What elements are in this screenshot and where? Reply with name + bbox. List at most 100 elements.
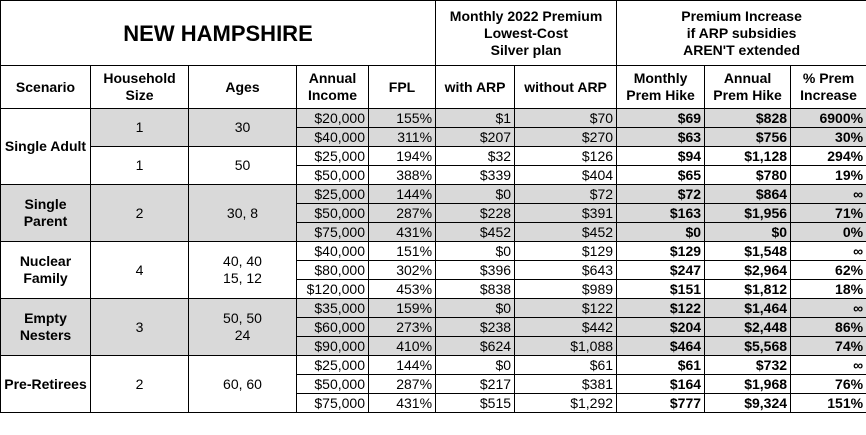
cell: 19% [790,165,866,185]
cell: $94 [616,146,706,166]
data-row: Nuclear Family 4 40, 40 15, 12 $40,000 151% $… [0,241,866,299]
cell: $35,000 [296,298,369,318]
cell: $1 [435,108,516,128]
household-size: 4 [90,241,189,299]
cell: 311% [367,127,437,147]
cell: 194% [367,146,437,166]
column-header: FPL [367,65,437,109]
cell: $65 [616,165,706,185]
cell: $1,956 [704,203,792,223]
cell: 151% [367,241,437,261]
cell: $80,000 [296,260,369,280]
cell: $25,000 [296,184,369,204]
data-row: $75,000 431% $515 $1,292 $777 $9,324 151% [1,393,866,413]
cell: $452 [514,222,618,242]
cell: $404 [514,165,618,185]
cell: $643 [514,260,618,280]
column-header: Annual Income [296,65,369,109]
data-row: 1 50 $25,000 194% $32 $126 $94 $1,128 294% [1,146,866,185]
premium-table: NEW HAMPSHIRE Monthly 2022 Premium Lowest… [0,0,866,413]
cell: 6900% [790,108,866,128]
ages: 50, 50 24 [188,298,297,356]
cell: $1,548 [704,241,792,261]
cell: $126 [514,146,618,166]
cell: $2,964 [704,260,792,280]
cell: $339 [435,165,516,185]
household-size: 2 [90,184,189,242]
cell: $61 [616,355,706,375]
cell: $756 [704,127,792,147]
cell: 431% [367,222,437,242]
cell: $9,324 [704,393,792,413]
cell: 302% [367,260,437,280]
ages: 40, 40 15, 12 [188,241,297,299]
cell: $69 [616,108,706,128]
scenario: Single Adult [0,108,91,185]
data-row: Empty Nesters 3 50, 50 24 $35,000 159% $0 $122… [0,298,866,356]
cell: $129 [514,241,618,261]
cell: $381 [514,374,618,394]
household-size: 1 [90,146,189,185]
cell: 287% [367,374,437,394]
column-header: Household Size [90,65,189,109]
cell: $1,464 [704,298,792,318]
cell: $442 [514,317,618,337]
ages: 30 [188,108,297,147]
cell: $0 [435,241,516,261]
cell: $732 [704,355,792,375]
cell: $1,128 [704,146,792,166]
cell: $50,000 [296,165,369,185]
cell: 76% [790,374,866,394]
cell: $0 [435,355,516,375]
cell: $515 [435,393,516,413]
header-group: Premium Increase if ARP subsidies AREN'T… [616,0,866,66]
cell: $391 [514,203,618,223]
cell: 287% [367,203,437,223]
cell: 410% [367,336,437,356]
column-header: % Prem Increase [790,65,866,109]
cell: 71% [790,203,866,223]
cell: 30% [790,127,866,147]
ages: 30, 8 [188,184,297,242]
cell: $1,292 [514,393,618,413]
data-row: $60,000 273% $238 $442 $204 $2,448 86% [1,317,866,337]
cell: 294% [790,146,866,166]
cell: $864 [704,184,792,204]
cell: ∞ [790,298,866,318]
column-header: without ARP [514,65,618,109]
cell: 62% [790,260,866,280]
cell: 144% [367,355,437,375]
cell: $838 [435,279,516,299]
cell: ∞ [790,355,866,375]
ages: 50 [188,146,297,185]
column-header: Annual Prem Hike [704,65,792,109]
cell: $63 [616,127,706,147]
cell: $32 [435,146,516,166]
cell: $20,000 [296,108,369,128]
cell: ∞ [790,241,866,261]
cell: 144% [367,184,437,204]
cell: $5,568 [704,336,792,356]
cell: 18% [790,279,866,299]
cell: 86% [790,317,866,337]
household-size: 2 [90,355,189,413]
cell: $164 [616,374,706,394]
cell: $72 [616,184,706,204]
cell: $0 [435,184,516,204]
cell: $2,448 [704,317,792,337]
cell: $75,000 [296,222,369,242]
scenario: Nuclear Family [0,241,91,299]
data-row: $80,000 302% $396 $643 $247 $2,964 62% [1,260,866,280]
household-size: 1 [90,108,189,147]
cell: $129 [616,241,706,261]
cell: $50,000 [296,203,369,223]
cell: $151 [616,279,706,299]
cell: $163 [616,203,706,223]
column-header: Ages [188,65,297,109]
cell: $270 [514,127,618,147]
cell: 151% [790,393,866,413]
household-size: 3 [90,298,189,356]
cell: $828 [704,108,792,128]
cell: 159% [367,298,437,318]
